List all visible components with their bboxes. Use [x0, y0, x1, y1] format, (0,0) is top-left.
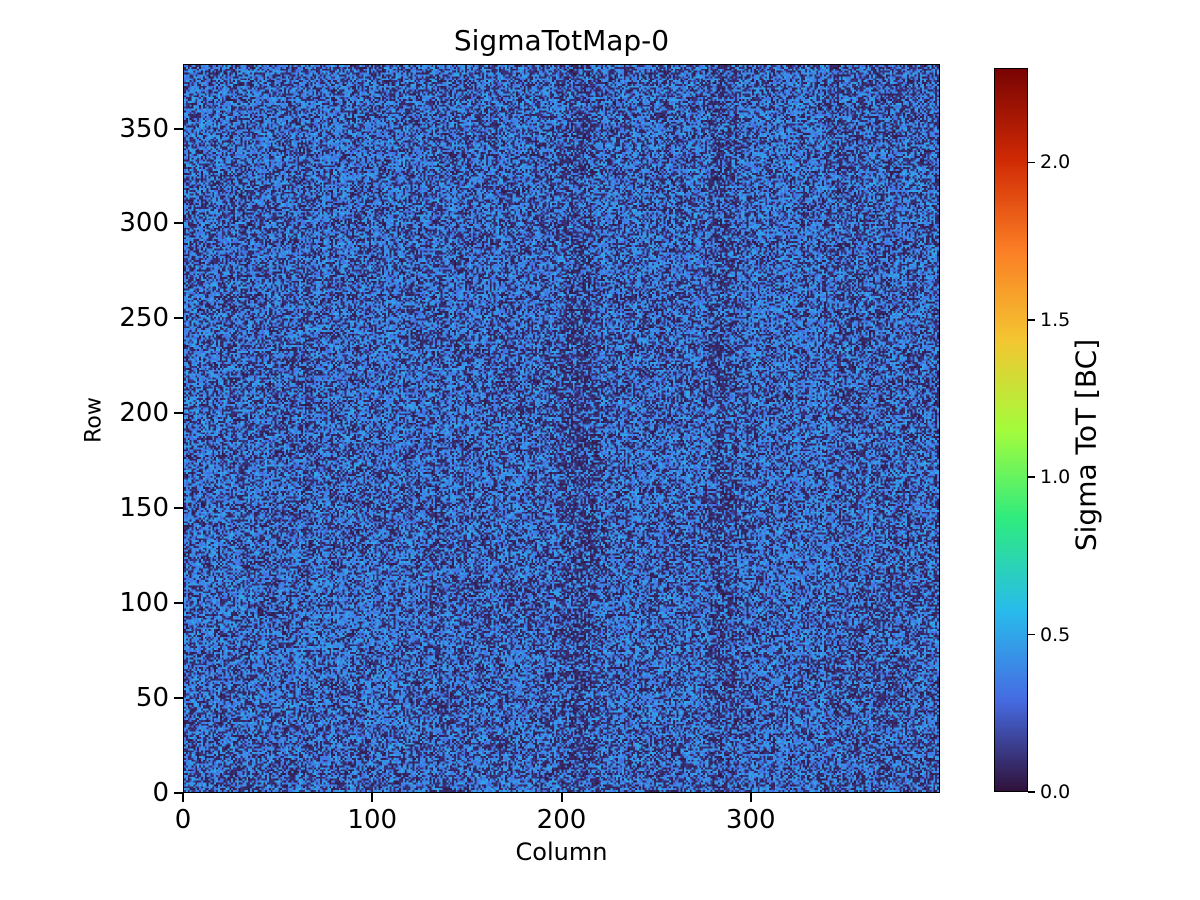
y-tick-mark [174, 127, 183, 130]
colorbar-tick-mark [1028, 791, 1035, 793]
colorbar-tick-mark [1028, 161, 1035, 164]
y-tick-label: 250 [119, 303, 169, 334]
colorbar-tick-label: 0.5 [1040, 623, 1071, 646]
heatmap-canvas [184, 65, 939, 792]
y-tick-mark [174, 697, 183, 700]
colorbar-tick-label: 0.0 [1040, 781, 1071, 803]
y-tick-label: 150 [119, 493, 169, 524]
y-tick-mark [174, 412, 183, 415]
x-tick-label: 200 [536, 805, 587, 835]
colorbar-tick-label: 2.0 [1040, 151, 1071, 174]
x-tick-mark [560, 793, 563, 802]
y-tick-label: 100 [119, 588, 169, 619]
x-tick-mark [371, 793, 374, 802]
colorbar-tick-mark [1028, 633, 1035, 636]
y-tick-mark [174, 792, 183, 794]
y-tick-label: 0 [152, 778, 169, 808]
y-tick-label: 50 [135, 683, 169, 714]
x-tick-label: 100 [347, 805, 398, 835]
colorbar [994, 68, 1028, 792]
y-tick-label: 350 [119, 113, 169, 144]
heatmap-axes [183, 64, 940, 793]
colorbar-canvas [995, 69, 1027, 791]
y-tick-mark [174, 602, 183, 605]
colorbar-tick-mark [1028, 319, 1035, 321]
colorbar-tick-mark [1028, 476, 1035, 478]
y-tick-mark [174, 317, 183, 320]
colorbar-label: Sigma ToT [BC] [1069, 338, 1103, 552]
x-tick-mark [182, 793, 184, 802]
y-tick-label: 300 [119, 208, 169, 239]
chart-title: SigmaTotMap-0 [453, 24, 670, 57]
colorbar-tick-label: 1.0 [1040, 466, 1071, 489]
colorbar-tick-label: 1.5 [1040, 308, 1071, 331]
y-tick-label: 200 [119, 398, 169, 429]
x-axis-label: Column [515, 838, 608, 866]
x-tick-label: 0 [174, 805, 192, 835]
y-axis-label: Row [81, 397, 107, 443]
x-tick-label: 300 [725, 805, 776, 835]
y-tick-mark [174, 222, 183, 225]
x-tick-mark [749, 793, 752, 802]
y-tick-mark [174, 507, 183, 510]
